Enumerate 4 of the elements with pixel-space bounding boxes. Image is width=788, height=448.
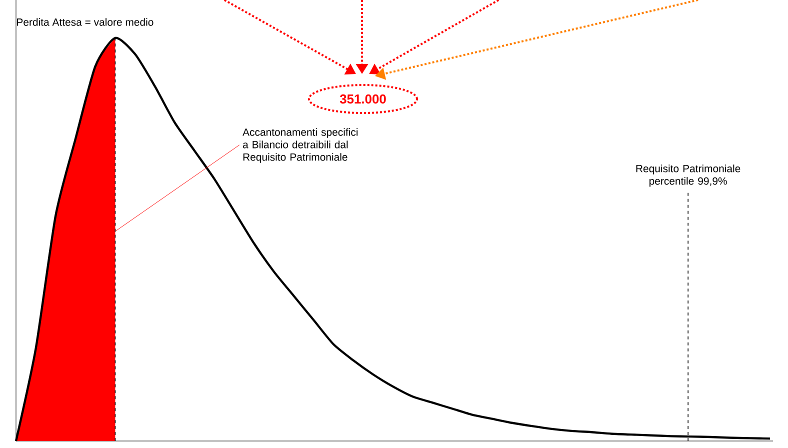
text: Perdita Attesa = valore medio [17, 18, 154, 26]
annotation: Requisito Patrimoniale percentile 99,9% [636, 164, 740, 187]
annotation: 351.000 [340, 94, 386, 104]
annotation: Accantonamenti specifici a Bilancio detraibili dal Requisito Patrimoniale [242, 128, 358, 163]
